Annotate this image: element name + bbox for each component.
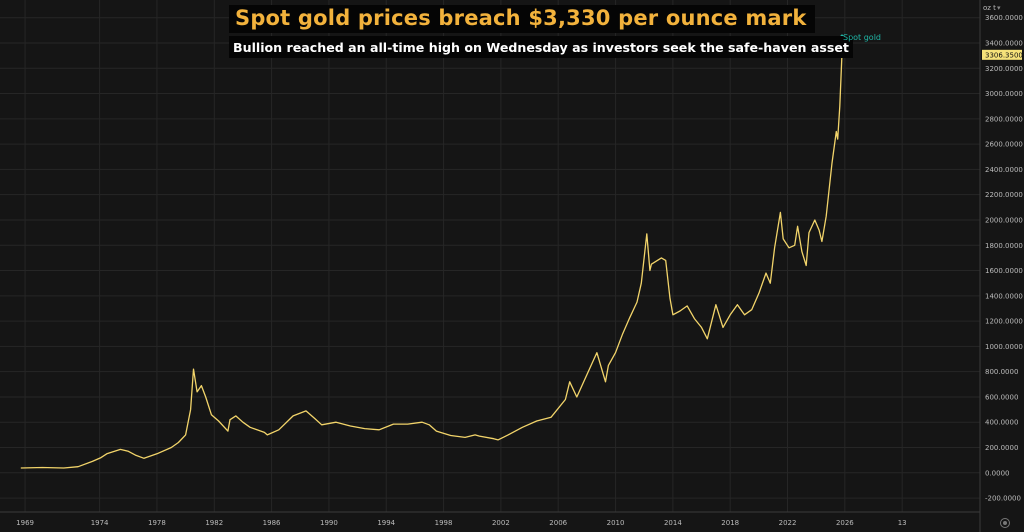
y-tick-label: 3000.0000 (985, 90, 1023, 98)
x-tick-label: 1982 (205, 519, 223, 527)
x-tick-label: 1990 (320, 519, 338, 527)
x-tick-label: 1969 (16, 519, 34, 527)
x-tick-label: 1978 (148, 519, 166, 527)
y-tick-label: 1800.0000 (985, 242, 1023, 250)
x-tick-label: 1986 (263, 519, 281, 527)
current-price-tag (982, 49, 1022, 60)
x-tick-label: 2006 (549, 519, 567, 527)
x-tick-labels[interactable]: 1969 1974 1978 1982 1986 1990 1994 1998 2002 2006… (16, 519, 906, 527)
y-tick-label: 2400.0000 (985, 166, 1023, 174)
x-tick-label: 13 (898, 519, 907, 527)
x-tick-label: 2018 (721, 519, 739, 527)
chart-title: Spot gold prices breach $3,330 per ounce… (235, 6, 807, 30)
y-tick-label: 2800.0000 (985, 115, 1023, 123)
x-tick-label: 2010 (607, 519, 625, 527)
x-tick-label: 2022 (779, 519, 797, 527)
x-tick-label: 1998 (435, 519, 453, 527)
y-tick-labels[interactable]: -200.0000 0.0000 200.0000 400.0000 600.0000 8… (985, 14, 1023, 502)
y-tick-label: 1600.0000 (985, 267, 1023, 275)
series-line-spot-gold (20, 53, 843, 469)
y-tick-label: 1000.0000 (985, 343, 1023, 351)
y-tick-label: 3600.0000 (985, 14, 1023, 22)
y-tick-label: -200.0000 (985, 495, 1021, 503)
series-label: Spot gold (843, 33, 882, 42)
x-tick-label: 2002 (492, 519, 510, 527)
x-tick-label: 2014 (664, 519, 682, 527)
chart-subtitle-box: Bullion reached an all-time high on Wedn… (229, 36, 853, 58)
chart-subtitle: Bullion reached an all-time high on Wedn… (233, 40, 849, 55)
settings-gear-icon[interactable] (1000, 518, 1010, 528)
unit-label: oz t (983, 4, 996, 12)
y-tick-label: 2200.0000 (985, 191, 1023, 199)
x-tick-label: 1974 (91, 519, 109, 527)
y-tick-label: 2600.0000 (985, 141, 1023, 149)
y-tick-label: 3400.0000 (985, 39, 1023, 47)
current-price-label: 3306.3500 (985, 51, 1023, 59)
y-tick-label: 1200.0000 (985, 318, 1023, 326)
chart-title-box: Spot gold prices breach $3,330 per ounce… (229, 5, 815, 33)
series-layer (20, 53, 843, 469)
y-tick-label: 3200.0000 (985, 65, 1023, 73)
y-tick-label: 2000.0000 (985, 216, 1023, 224)
y-tick-label: 1400.0000 (985, 292, 1023, 300)
y-tick-label: 400.0000 (985, 419, 1018, 427)
y-tick-label: 0.0000 (985, 469, 1010, 477)
unit-selector[interactable]: oz t▾ (983, 4, 1000, 12)
x-tick-label: 2026 (836, 519, 854, 527)
y-tick-label: 200.0000 (985, 444, 1018, 452)
y-tick-label: 600.0000 (985, 393, 1018, 401)
chevron-down-icon: ▾ (996, 4, 1001, 12)
x-tick-label: 1994 (377, 519, 395, 527)
y-tick-label: 800.0000 (985, 368, 1018, 376)
axes (0, 0, 981, 532)
